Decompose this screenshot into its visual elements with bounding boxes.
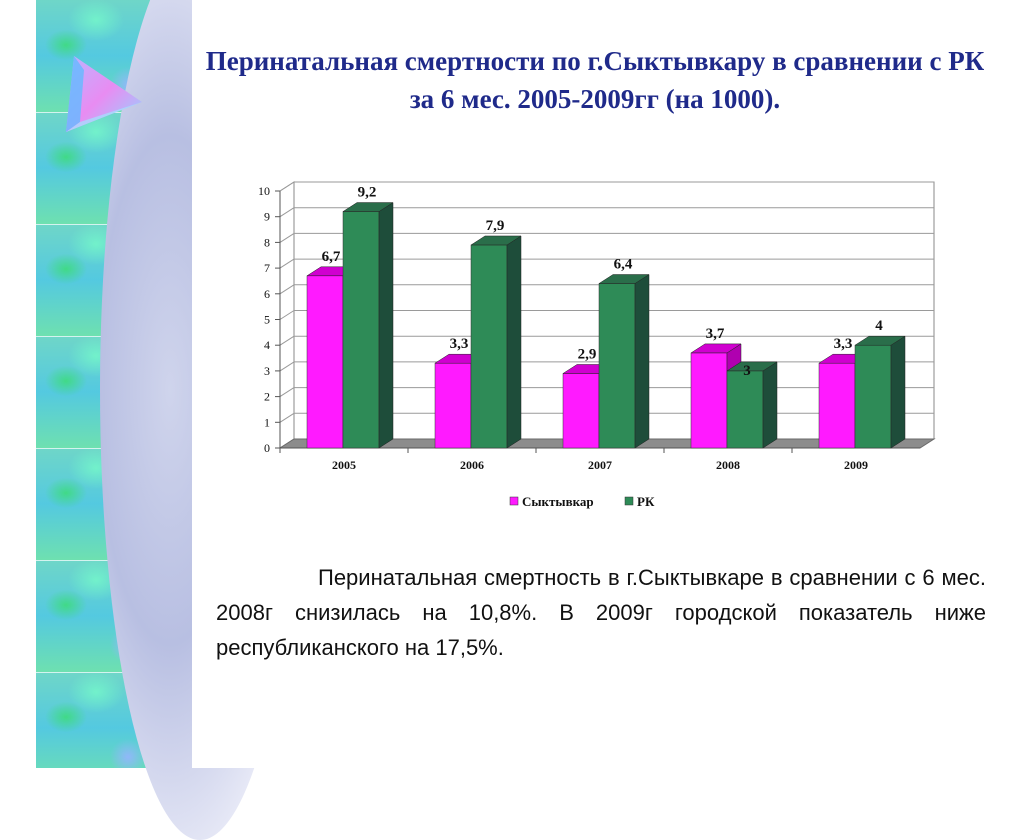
gridline-side — [279, 412, 295, 423]
bar-top — [470, 235, 522, 246]
data-label: 3,7 — [706, 326, 725, 342]
data-label: 9,2 — [358, 185, 377, 201]
bar-side — [890, 335, 906, 449]
data-label: 3 — [743, 363, 751, 379]
bar-side — [506, 235, 522, 449]
y-tick-label: 7 — [264, 261, 270, 275]
bar-syktyvkar — [818, 362, 856, 449]
bar-top — [342, 202, 394, 212]
x-tick-label: 2008 — [716, 458, 740, 472]
bar-side — [634, 274, 650, 449]
y-tick-label: 9 — [264, 210, 270, 224]
gridline-side — [279, 284, 295, 295]
gridline-side — [279, 310, 295, 320]
x-tick-label: 2007 — [588, 458, 612, 472]
data-label: 6,4 — [614, 257, 633, 273]
x-tick-label: 2006 — [460, 458, 484, 472]
data-label: 3,3 — [834, 336, 853, 352]
bar-rk — [342, 211, 380, 449]
bar-rk — [470, 244, 508, 449]
triangle-logo-icon — [66, 56, 142, 132]
data-label: 7,9 — [486, 218, 505, 234]
bar-rk — [726, 370, 764, 449]
legend-swatch-rk — [624, 496, 634, 506]
bar-side — [762, 361, 778, 449]
y-tick-label: 1 — [264, 415, 270, 429]
gridline-side — [279, 258, 295, 269]
body-text: Перинатальная смертность в г.Сыктывкаре … — [216, 565, 986, 660]
x-tick-label: 2005 — [332, 458, 356, 472]
y-tick-label: 6 — [264, 287, 270, 301]
y-tick-label: 3 — [264, 364, 270, 378]
data-label: 6,7 — [322, 249, 341, 265]
y-tick-label: 2 — [264, 390, 270, 404]
y-tick-label: 5 — [264, 313, 270, 327]
data-label: 4 — [875, 318, 883, 334]
data-label: 3,3 — [450, 336, 469, 352]
bar-top — [690, 343, 742, 354]
legend-label-rk: РК — [637, 494, 655, 509]
bar-rk — [854, 344, 892, 449]
gridline-side — [279, 181, 295, 192]
bar-syktyvkar — [306, 275, 344, 449]
legend-swatch-syktyvkar — [509, 496, 519, 506]
bar-syktyvkar — [690, 352, 728, 449]
y-tick-label: 8 — [264, 235, 270, 249]
slide-title: Перинатальная смертности по г.Сыктывкару… — [205, 46, 985, 114]
y-tick-label: 0 — [264, 441, 270, 455]
legend-label-syktyvkar: Сыктывкар — [522, 494, 594, 509]
bar-chart: 0 1 2 3 4 5 6 7 8 9 10 2005 6,7 9,2 2006 3,3 7,9 2007 2,9 6… — [240, 176, 1000, 521]
bar-syktyvkar — [562, 373, 600, 449]
bar-top — [726, 361, 778, 372]
bar-rk — [598, 283, 636, 449]
gridline-side — [279, 361, 295, 372]
chart-svg: 0 1 2 3 4 5 6 7 8 9 10 2005 6,7 9,2 2006 3,3 7,9 2007 2,9 6… — [258, 181, 936, 509]
gridline-side — [279, 335, 295, 346]
gridline-side — [279, 207, 295, 218]
y-tick-label: 10 — [258, 184, 270, 198]
gridline-side — [279, 387, 295, 398]
bar-top — [598, 274, 650, 284]
bar-syktyvkar — [434, 362, 472, 449]
x-tick-label: 2009 — [844, 458, 868, 472]
gridline-side — [279, 232, 295, 243]
bar-top — [854, 335, 906, 346]
y-tick-label: 4 — [264, 338, 270, 352]
bar-side — [378, 202, 394, 449]
data-label: 2,9 — [578, 346, 597, 362]
